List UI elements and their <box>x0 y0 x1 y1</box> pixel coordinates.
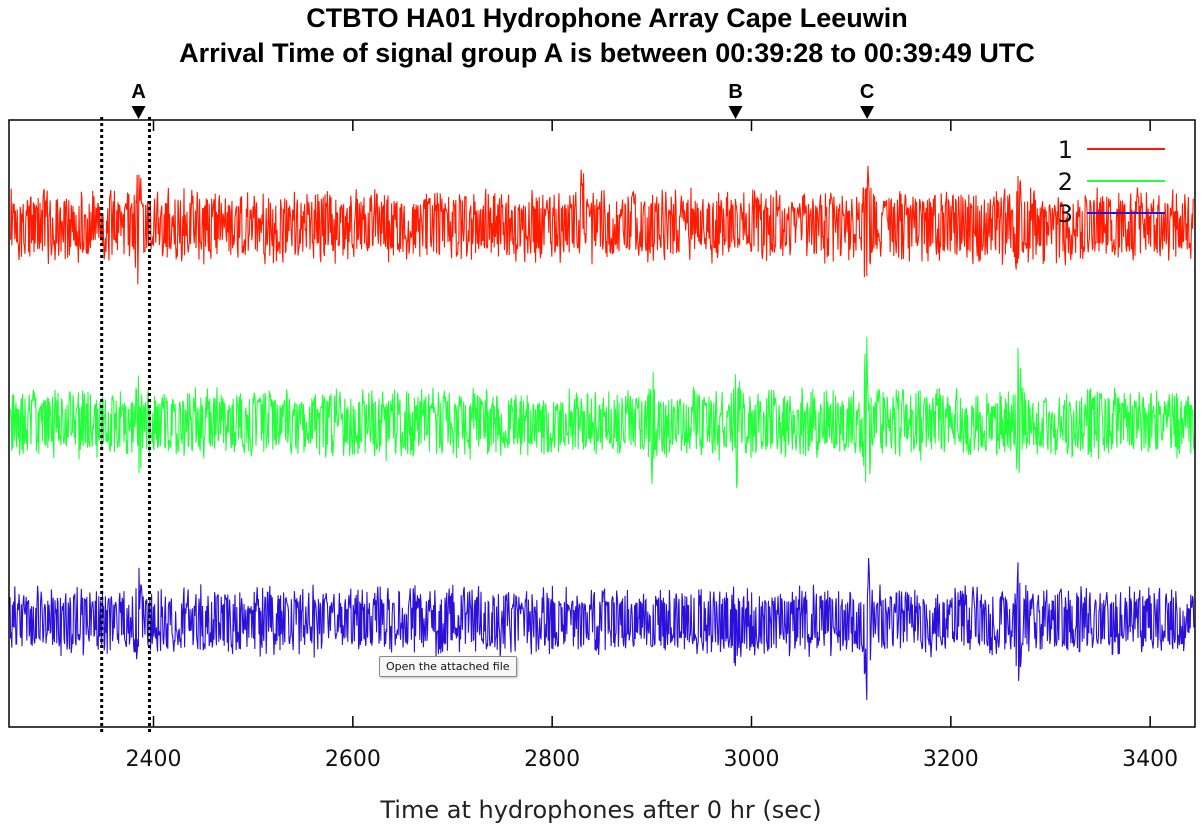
x-tick-label: 2400 <box>126 747 182 772</box>
legend-label-3: 3 <box>1058 200 1073 228</box>
x-tick-label: 3400 <box>1122 747 1178 772</box>
x-tick-label: 3000 <box>723 747 779 772</box>
x-tick-label: 2600 <box>325 747 381 772</box>
series-layer <box>9 165 1195 701</box>
axes: 2400 2600 2800 3000 3200 3400 <box>8 119 1196 772</box>
marker-A-label: A <box>131 81 145 103</box>
marker-C-label: C <box>860 81 874 103</box>
legend: 1 2 3 <box>1058 136 1165 228</box>
series-3-line <box>9 557 1195 701</box>
marker-B-arrow <box>728 106 743 119</box>
legend-label-1: 1 <box>1058 136 1073 164</box>
arrival-window-lines <box>100 117 152 733</box>
marker-C-arrow <box>860 106 875 119</box>
series-2-line <box>9 336 1195 488</box>
chart-title: CTBTO HA01 Hydrophone Array Cape Leeuwin <box>306 3 908 33</box>
x-tick-label: 3200 <box>923 747 979 772</box>
marker-A-arrow <box>131 106 146 119</box>
attachment-tooltip: Open the attached file <box>379 656 517 677</box>
legend-label-2: 2 <box>1058 168 1073 196</box>
series-1-line <box>9 165 1195 285</box>
x-tick-label: 2800 <box>524 747 580 772</box>
event-markers: A B C <box>131 81 874 119</box>
plot-frame <box>8 119 1196 728</box>
marker-B-label: B <box>728 81 742 103</box>
x-axis-title: Time at hydrophones after 0 hr (sec) <box>379 796 821 824</box>
chart-subtitle: Arrival Time of signal group A is betwee… <box>179 38 1035 68</box>
